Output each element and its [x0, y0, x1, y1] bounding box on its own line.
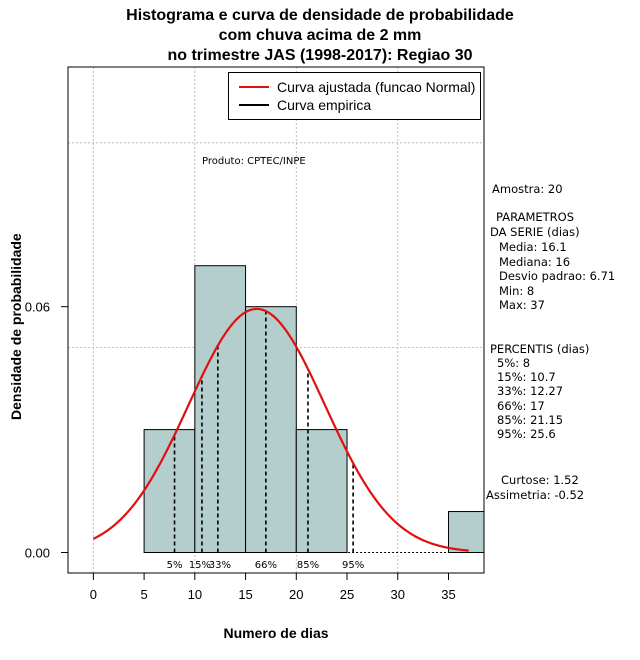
legend: Curva ajustada (funcao Normal) Curva emp… [228, 72, 481, 120]
percentile-label: 33% [209, 560, 231, 571]
stat-p5: 5%: 8 [497, 356, 531, 370]
stat-media: Media: 16.1 [499, 240, 567, 254]
histogram-bar [245, 306, 297, 554]
stat-assimetria: Assimetria: -0.52 [486, 488, 585, 502]
legend-label-empirica: Curva empirica [277, 97, 372, 113]
chart-title-line-1: Histograma e curva de densidade de proba… [126, 7, 514, 24]
x-tick-label: 15 [238, 587, 252, 602]
x-tick-label: 0 [90, 587, 97, 602]
y-axis-label: Densidade de probabilidade [8, 233, 24, 420]
stat-parametros-title-1: PARAMETROS [496, 210, 575, 224]
percentile-label: 85% [297, 560, 319, 571]
legend-swatch-normal [239, 86, 269, 88]
legend-item-normal: Curva ajustada (funcao Normal) [239, 78, 475, 96]
y-tick-label: 0.00 [25, 546, 50, 561]
percentile-label: 95% [342, 560, 364, 571]
percentile-label: 15% [189, 560, 211, 571]
histogram-bar [447, 511, 484, 554]
x-axis-label: Numero de dias [223, 625, 329, 641]
x-tick-label: 30 [391, 587, 405, 602]
histogram-bar [143, 429, 196, 554]
stat-p66: 66%: 17 [497, 399, 545, 413]
legend-item-empirica: Curva empirica [239, 96, 371, 114]
x-tick-label: 20 [289, 587, 303, 602]
stat-amostra: Amostra: 20 [492, 182, 563, 196]
stat-desvio: Desvio padrao: 6.71 [499, 269, 616, 283]
x-tick-label: 35 [441, 587, 455, 602]
stat-max: Max: 37 [499, 298, 545, 312]
normal-fit-curve [92, 307, 469, 552]
percentile-label: 66% [255, 560, 277, 571]
stat-mediana: Mediana: 16 [499, 255, 571, 269]
stat-percentis-title: PERCENTIS (dias) [490, 342, 590, 356]
stat-parametros-title-2: DA SERIE (dias) [490, 225, 580, 239]
stat-p15: 15%: 10.7 [497, 370, 556, 384]
chart-title-line-2: com chuva acima de 2 mm [218, 27, 422, 44]
stat-p85: 85%: 21.15 [497, 413, 564, 427]
stat-p33: 33%: 12.27 [497, 384, 564, 398]
y-tick-label: 0.06 [25, 300, 50, 315]
legend-swatch-empirica [239, 104, 269, 106]
legend-label-normal: Curva ajustada (funcao Normal) [277, 79, 476, 95]
x-tick-label: 5 [140, 587, 147, 602]
product-label: Produto: CPTEC/INPE [202, 156, 306, 167]
percentile-label: 5% [167, 560, 183, 571]
x-tick-label: 25 [340, 587, 354, 602]
chart-title-line-3: no trimestre JAS (1998-2017): Regiao 30 [167, 47, 473, 64]
stat-p95: 95%: 25.6 [497, 427, 556, 441]
stat-min: Min: 8 [499, 284, 535, 298]
histogram-bar [295, 429, 348, 554]
x-tick-label: 10 [188, 587, 202, 602]
stat-curtose: Curtose: 1.52 [501, 473, 579, 487]
